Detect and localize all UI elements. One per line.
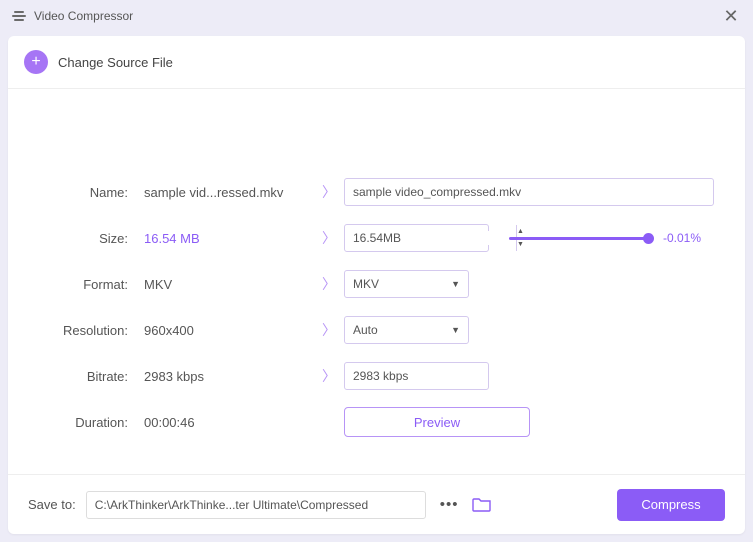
size-percent: -0.01% [663, 231, 701, 245]
chevron-right-icon: 〉 [314, 182, 344, 202]
bitrate-current: 2983 kbps [144, 369, 314, 384]
save-path-display: C:\ArkThinker\ArkThinke...ter Ultimate\C… [86, 491, 426, 519]
duration-label: Duration: [38, 415, 144, 430]
main-panel: + Change Source File Name: sample vid...… [8, 36, 745, 534]
name-current: sample vid...ressed.mkv [144, 185, 314, 200]
size-input[interactable] [345, 231, 516, 245]
bitrate-input[interactable] [344, 362, 489, 390]
app-icon [12, 9, 26, 23]
name-label: Name: [38, 185, 144, 200]
resolution-current: 960x400 [144, 323, 314, 338]
chevron-down-icon: ▼ [451, 325, 460, 335]
size-label: Size: [38, 231, 144, 246]
resolution-label: Resolution: [38, 323, 144, 338]
more-icon[interactable]: ••• [436, 496, 463, 513]
row-duration: Duration: 00:00:46 〉 Preview [38, 399, 715, 445]
change-source-label: Change Source File [58, 55, 173, 70]
resolution-select[interactable]: Auto ▼ [344, 316, 469, 344]
resolution-selected: Auto [353, 323, 378, 337]
folder-icon[interactable] [472, 497, 492, 513]
change-source-row[interactable]: + Change Source File [8, 36, 745, 89]
row-name: Name: sample vid...ressed.mkv 〉 [38, 169, 715, 215]
compress-button[interactable]: Compress [617, 489, 725, 521]
size-stepper[interactable]: ▲ ▼ [344, 224, 489, 252]
row-resolution: Resolution: 960x400 〉 Auto ▼ [38, 307, 715, 353]
title-bar: Video Compressor ✕ [0, 0, 753, 32]
form-area: Name: sample vid...ressed.mkv 〉 Size: 16… [8, 89, 745, 474]
slider-thumb[interactable] [643, 233, 654, 244]
row-size: Size: 16.54 MB 〉 ▲ ▼ -0.01% [38, 215, 715, 261]
close-icon[interactable]: ✕ [721, 7, 741, 25]
chevron-right-icon: 〉 [314, 228, 344, 248]
duration-value: 00:00:46 [144, 415, 314, 430]
window-title: Video Compressor [34, 9, 133, 23]
size-current: 16.54 MB [144, 231, 314, 246]
preview-button[interactable]: Preview [344, 407, 530, 437]
footer: Save to: C:\ArkThinker\ArkThinke...ter U… [8, 474, 745, 534]
plus-icon[interactable]: + [24, 50, 48, 74]
chevron-right-icon: 〉 [314, 320, 344, 340]
row-bitrate: Bitrate: 2983 kbps 〉 [38, 353, 715, 399]
chevron-right-icon: 〉 [314, 274, 344, 294]
row-format: Format: MKV 〉 MKV ▼ [38, 261, 715, 307]
bitrate-label: Bitrate: [38, 369, 144, 384]
save-to-label: Save to: [28, 497, 76, 512]
format-selected: MKV [353, 277, 379, 291]
format-label: Format: [38, 277, 144, 292]
chevron-down-icon: ▼ [451, 279, 460, 289]
chevron-right-icon: 〉 [314, 366, 344, 386]
format-current: MKV [144, 277, 314, 292]
format-select[interactable]: MKV ▼ [344, 270, 469, 298]
name-input[interactable] [344, 178, 714, 206]
size-slider[interactable] [509, 237, 649, 240]
